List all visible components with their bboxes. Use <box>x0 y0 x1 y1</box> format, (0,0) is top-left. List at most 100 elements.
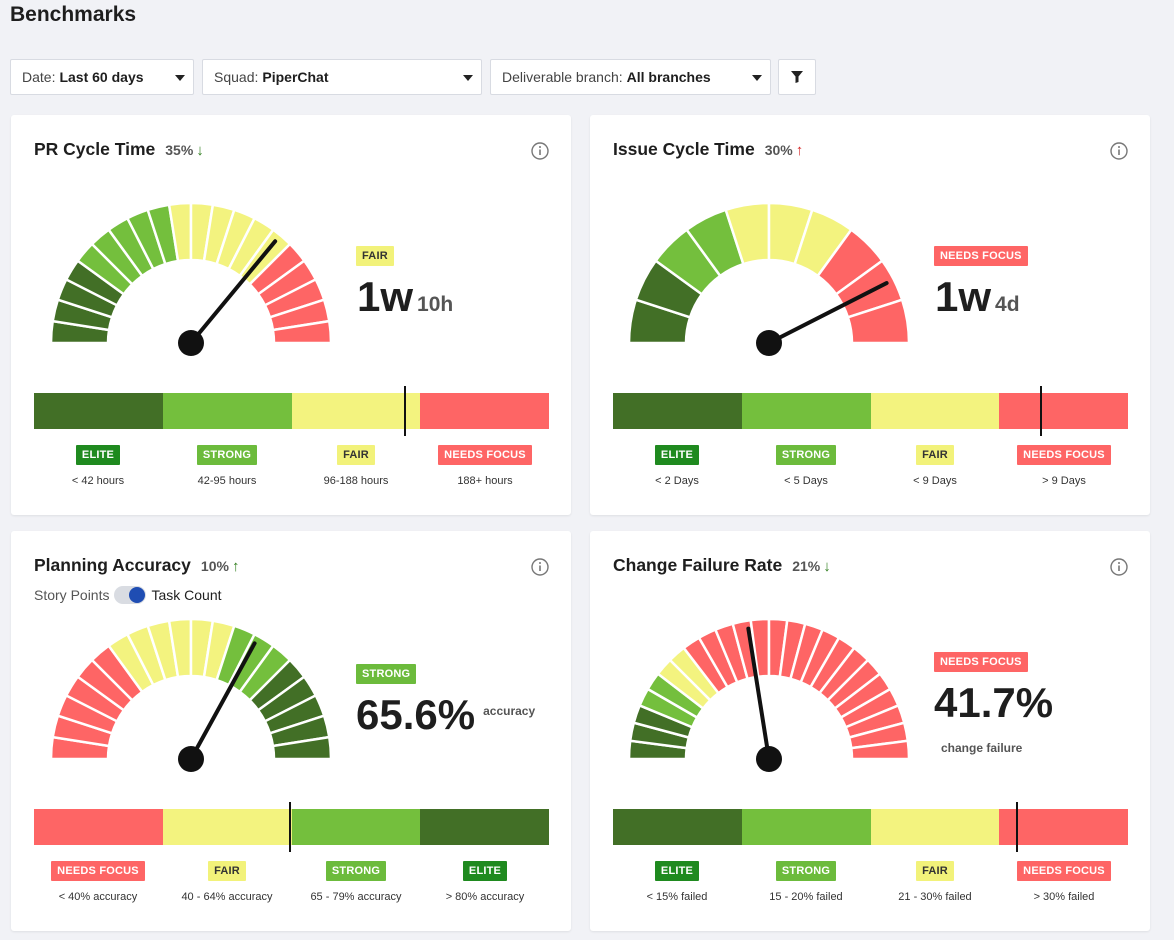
legend-strong: STRONG < 5 Days <box>742 445 870 487</box>
legend-range: 42-95 hours <box>197 475 257 487</box>
date-filter-label: Date: <box>22 69 56 85</box>
benchmark-scale-bar <box>613 386 1128 436</box>
card-title-text: Planning Accuracy <box>34 555 191 575</box>
scale-segment-elite <box>420 809 549 845</box>
branch-filter-label: Deliverable branch: <box>502 69 623 85</box>
branch-filter-dropdown[interactable]: Deliverable branch: All branches <box>490 59 771 95</box>
legend-range: < 15% failed <box>646 891 708 903</box>
date-filter-dropdown[interactable]: Date: Last 60 days <box>10 59 194 95</box>
legend-badge: FAIR <box>337 445 375 465</box>
scale-segment-needs-focus <box>999 809 1128 845</box>
scale-marker <box>1040 386 1042 436</box>
legend-badge: NEEDS FOCUS <box>1017 861 1111 881</box>
gauge-segment-elite <box>271 735 333 761</box>
metric-value: 65.6% accuracy <box>356 691 535 739</box>
legend-range: > 80% accuracy <box>445 891 525 903</box>
gauge-needle <box>189 641 257 761</box>
card-title: Planning Accuracy 10% ↑ <box>34 555 239 576</box>
scale-segment-fair <box>870 809 1000 845</box>
card-title: Change Failure Rate 21% ↓ <box>613 555 831 576</box>
scale-segment-elite <box>34 393 163 429</box>
toggle-label-story-points[interactable]: Story Points <box>34 587 110 603</box>
planning-accuracy-card: Planning Accuracy 10% ↑ Story Points Task … <box>11 531 571 931</box>
scale-segment-fair <box>291 393 421 429</box>
scale-segment-elite <box>613 809 742 845</box>
change-failure-rate-card: Change Failure Rate 21% ↓ NEEDS FOCUS 41.7… <box>590 531 1150 931</box>
legend-badge: STRONG <box>775 445 837 465</box>
card-title: Issue Cycle Time 30% ↑ <box>613 139 803 160</box>
gauge-needle-hub <box>756 330 782 356</box>
legend-badge: NEEDS FOCUS <box>51 861 145 881</box>
funnel-icon <box>791 71 803 83</box>
change-percent: 21% <box>792 558 821 574</box>
arrow-up-icon: ↑ <box>795 142 804 159</box>
card-title: PR Cycle Time 35% ↓ <box>34 139 204 160</box>
metric-value-sub: 10h <box>417 293 454 316</box>
scale-segment-strong <box>162 393 292 429</box>
squad-filter-dropdown[interactable]: Squad: PiperChat <box>202 59 482 95</box>
legend-needs-focus: NEEDS FOCUS 188+ hours <box>421 445 549 487</box>
legend-badge: ELITE <box>75 445 121 465</box>
squad-filter-value: PiperChat <box>262 69 329 85</box>
info-icon[interactable] <box>531 142 549 160</box>
rating-badge: STRONG <box>356 664 417 684</box>
legend-badge: NEEDS FOCUS <box>1017 445 1111 465</box>
scale-segment-needs-focus <box>999 393 1128 429</box>
card-title-text: Change Failure Rate <box>613 555 783 575</box>
legend-range: > 9 Days <box>1042 475 1086 487</box>
scale-marker <box>289 802 291 852</box>
gauge-chart <box>49 201 333 356</box>
legend-range: 15 - 20% failed <box>769 891 843 903</box>
arrow-down-icon: ↓ <box>823 558 831 575</box>
metric-mode-toggle[interactable] <box>114 586 147 604</box>
scale-marker <box>404 386 406 436</box>
legend-range: > 30% failed <box>1033 891 1095 903</box>
toggle-label-task-count[interactable]: Task Count <box>151 587 222 603</box>
gauge-needle-hub <box>756 746 782 772</box>
legend-badge: FAIR <box>916 861 954 881</box>
change-percent: 35% <box>165 142 194 158</box>
arrow-up-icon: ↑ <box>231 558 240 575</box>
filter-button[interactable] <box>778 59 816 95</box>
toggle-knob <box>129 587 146 603</box>
metric-value-main: 41.7% <box>934 679 1054 726</box>
scale-segment-fair <box>870 393 1000 429</box>
gauge-needle <box>767 281 889 345</box>
info-icon[interactable] <box>1110 558 1128 576</box>
legend-strong: STRONG 42-95 hours <box>163 445 291 487</box>
metric-value-main: 1w <box>357 273 414 320</box>
legend-fair: FAIR 96-188 hours <box>292 445 420 487</box>
legend-elite: ELITE > 80% accuracy <box>421 861 549 903</box>
gauge-segment-needs-focus <box>271 319 333 345</box>
card-title-text: Issue Cycle Time <box>613 139 755 159</box>
legend-range: < 2 Days <box>655 475 699 487</box>
gauge-needle <box>746 626 771 761</box>
legend-badge: FAIR <box>208 861 246 881</box>
gauge-segment-needs-focus <box>846 298 911 345</box>
legend-range: 21 - 30% failed <box>898 891 972 903</box>
legend-badge: ELITE <box>654 445 700 465</box>
legend-strong: STRONG 15 - 20% failed <box>742 861 870 903</box>
legend-elite: ELITE < 15% failed <box>613 861 741 903</box>
info-icon[interactable] <box>531 558 549 576</box>
legend-badge: STRONG <box>775 861 837 881</box>
legend-needs-focus: NEEDS FOCUS > 9 Days <box>1000 445 1128 487</box>
pr-cycle-time-card: PR Cycle Time 35% ↓ FAIR 1w 10h ELITE < 42 h… <box>11 115 571 515</box>
arrow-down-icon: ↓ <box>196 142 204 159</box>
scale-segment-elite <box>613 393 742 429</box>
chevron-down-icon <box>463 75 473 81</box>
issue-cycle-time-card: Issue Cycle Time 30% ↑ NEEDS FOCUS 1w 4d EL… <box>590 115 1150 515</box>
scale-segment-strong <box>741 809 871 845</box>
legend-range: < 42 hours <box>71 475 125 487</box>
info-icon[interactable] <box>1110 142 1128 160</box>
legend-elite: ELITE < 2 Days <box>613 445 741 487</box>
legend-fair: FAIR < 9 Days <box>871 445 999 487</box>
scale-segment-needs-focus <box>34 809 163 845</box>
page-title: Benchmarks <box>10 3 137 26</box>
change-percent: 30% <box>764 142 793 158</box>
legend-range: 96-188 hours <box>323 475 389 487</box>
metric-caption: change failure <box>941 741 1023 755</box>
legend-badge: NEEDS FOCUS <box>438 445 532 465</box>
gauge-chart <box>627 201 911 356</box>
gauge-segment-needs-focus <box>849 739 911 761</box>
